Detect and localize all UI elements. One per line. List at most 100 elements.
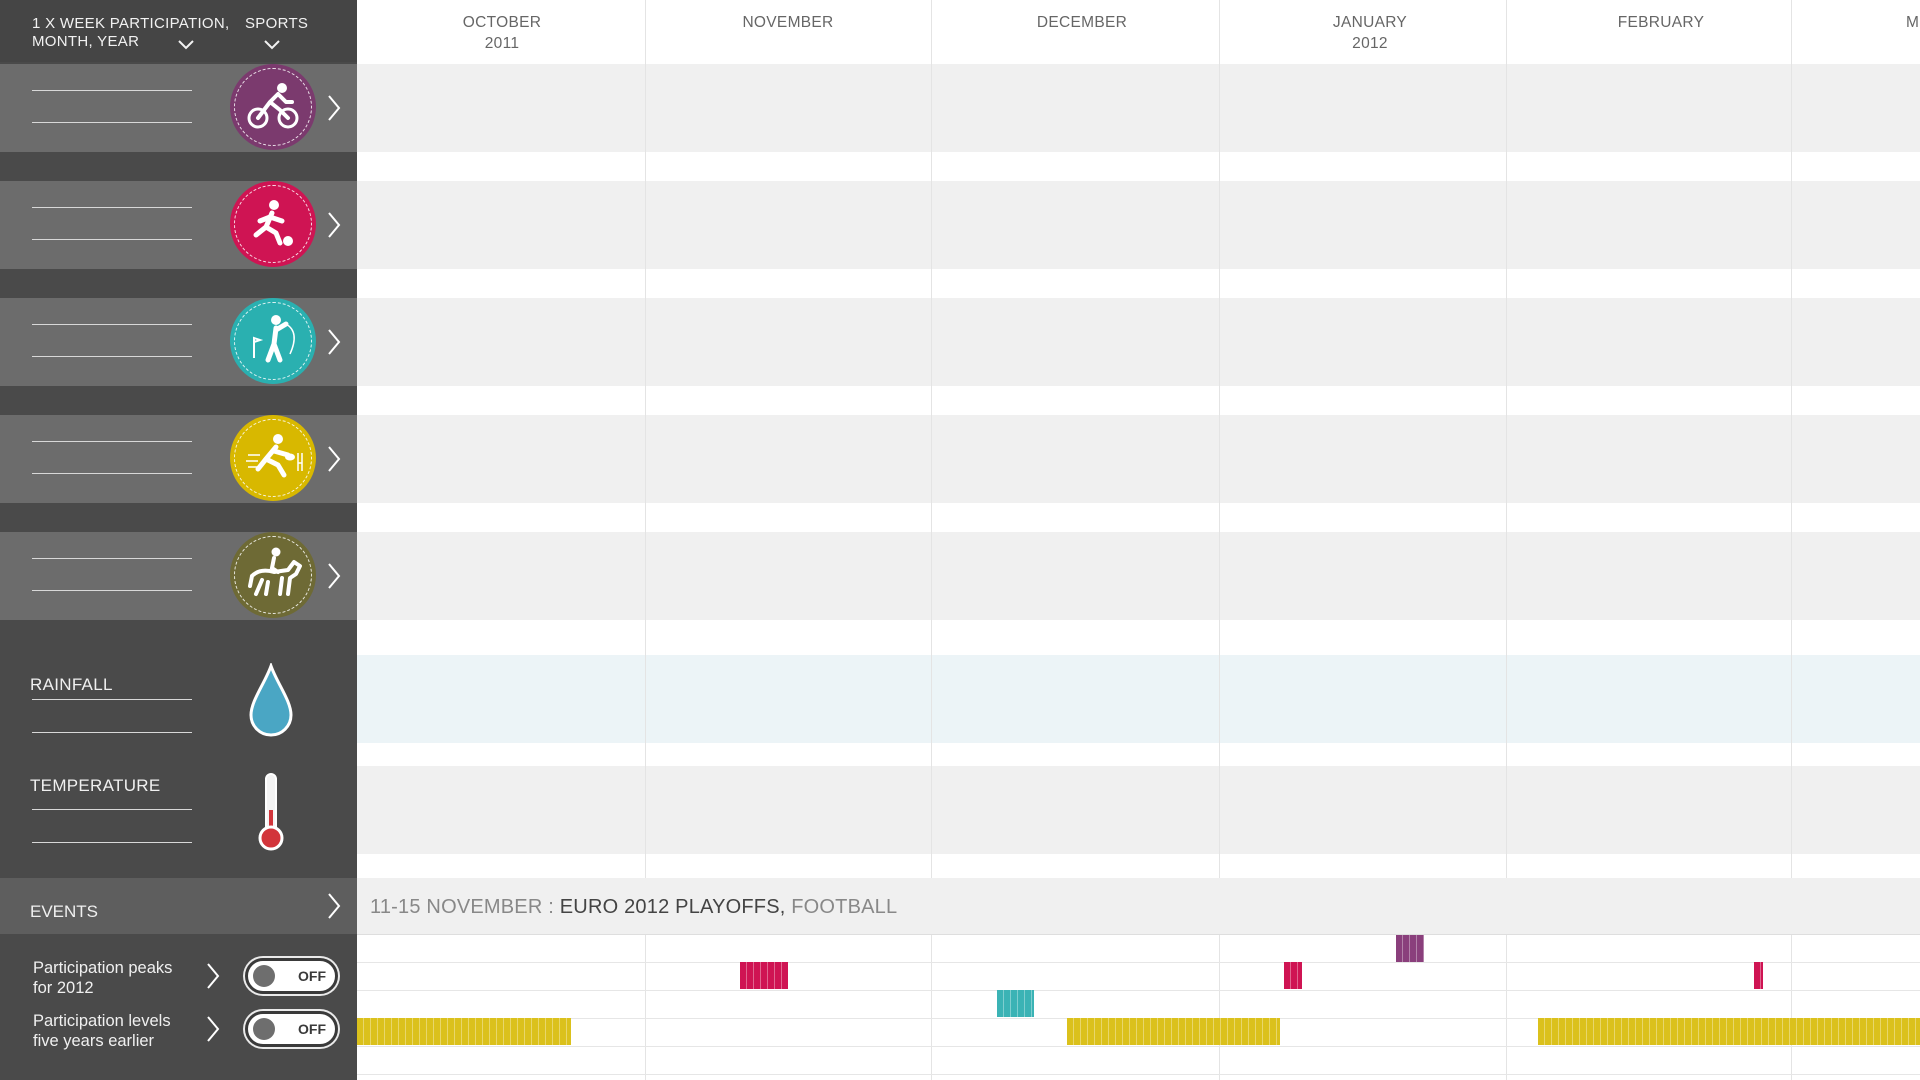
- event-marker-football[interactable]: [1754, 962, 1763, 989]
- value-line: [32, 122, 192, 123]
- rainfall-row: RAINFALL: [0, 655, 357, 743]
- month-header-february: FEBRUARY: [1561, 12, 1761, 33]
- sport-row-rugby[interactable]: [0, 415, 357, 503]
- month-header-march: M: [1906, 12, 1920, 33]
- month-name: NOVEMBER: [742, 14, 834, 31]
- toggle-peaks-line1: Participation peaks: [33, 959, 173, 977]
- timeline-band-football: [357, 181, 1920, 269]
- equestrian-icon[interactable]: [230, 532, 316, 618]
- month-header-december: DECEMBER: [982, 12, 1182, 33]
- value-line: [32, 207, 192, 208]
- timeline-band-golf: [357, 298, 1920, 386]
- timeline-band-temperature: [357, 766, 1920, 854]
- chevron-right-icon[interactable]: [327, 211, 341, 239]
- month-name: OCTOBER: [462, 14, 542, 31]
- event-marker-football[interactable]: [1284, 962, 1302, 989]
- value-line: [32, 732, 192, 733]
- value-line: [32, 842, 192, 843]
- golf-icon[interactable]: [230, 298, 316, 384]
- timeline: OCTOBER 2011 NOVEMBER DECEMBER JANUARY 2…: [357, 0, 1920, 1080]
- chevron-right-icon[interactable]: [206, 962, 220, 990]
- event-marker-football[interactable]: [740, 962, 788, 989]
- month-divider: [1791, 0, 1792, 1080]
- sport-row-golf[interactable]: [0, 298, 357, 386]
- event-marker-rugby[interactable]: [357, 1018, 571, 1045]
- month-divider: [1506, 0, 1507, 1080]
- sports-dropdown-label[interactable]: SPORTS: [245, 15, 309, 32]
- event-name: EURO 2012 PLAYOFFS,: [559, 896, 786, 918]
- month-name: DECEMBER: [1036, 14, 1128, 31]
- event-marker-rugby[interactable]: [1067, 1018, 1280, 1045]
- month-header-november: NOVEMBER: [688, 12, 888, 33]
- value-line: [32, 699, 192, 700]
- value-line: [32, 324, 192, 325]
- toggle-peaks-label: Participation peaks for 2012: [33, 958, 172, 998]
- toggle-state: OFF: [298, 968, 326, 984]
- track-line: [357, 990, 1920, 991]
- sport-row-cycling[interactable]: [0, 64, 357, 152]
- chevron-right-icon[interactable]: [327, 328, 341, 356]
- peaks-toggle[interactable]: OFF: [245, 958, 338, 994]
- sport-row-equestrian[interactable]: [0, 532, 357, 620]
- track-line: [357, 1046, 1920, 1047]
- participation-dropdown[interactable]: 1 X WEEK PARTICIPATION, MONTH, YEAR: [32, 15, 230, 51]
- timeline-band-equestrian: [357, 532, 1920, 620]
- timeline-band-rainfall: [357, 655, 1920, 743]
- value-line: [32, 356, 192, 357]
- chevron-right-icon[interactable]: [327, 445, 341, 473]
- month-name: JANUARY: [1332, 14, 1408, 31]
- chevron-down-icon[interactable]: [264, 40, 280, 50]
- event-marker-cycling[interactable]: [1396, 935, 1424, 962]
- event-info-bar[interactable]: 11-15 NOVEMBER : EURO 2012 PLAYOFFS, FOO…: [357, 878, 1920, 935]
- event-marker-golf[interactable]: [997, 990, 1034, 1017]
- track-line: [357, 962, 1920, 963]
- toggle-peaks-line2: for 2012: [33, 979, 94, 997]
- chevron-right-icon[interactable]: [206, 1015, 220, 1043]
- event-description: 11-15 NOVEMBER : EURO 2012 PLAYOFFS, FOO…: [370, 896, 897, 919]
- month-divider: [931, 0, 932, 1080]
- temperature-row: TEMPERATURE: [0, 766, 357, 854]
- chevron-right-icon[interactable]: [327, 562, 341, 590]
- levels-toggle[interactable]: OFF: [245, 1011, 338, 1047]
- sport-row-football[interactable]: [0, 181, 357, 269]
- value-line: [32, 441, 192, 442]
- month-name: M: [1906, 14, 1920, 31]
- chevron-right-icon[interactable]: [327, 94, 341, 122]
- month-header-january: JANUARY 2012: [1270, 12, 1470, 54]
- football-icon[interactable]: [230, 181, 316, 267]
- cycling-icon[interactable]: [230, 64, 316, 150]
- sidebar: 1 X WEEK PARTICIPATION, MONTH, YEAR SPOR…: [0, 0, 357, 1080]
- chevron-right-icon[interactable]: [327, 892, 341, 920]
- toggle-knob: [253, 965, 275, 987]
- toggle-knob: [253, 1018, 275, 1040]
- thermometer-icon: [258, 773, 284, 851]
- toggle-levels-line1: Participation levels: [33, 1012, 171, 1030]
- toggle-levels-line2: five years earlier: [33, 1032, 155, 1050]
- raindrop-icon: [249, 663, 293, 737]
- value-line: [32, 90, 192, 91]
- toggle-levels-label: Participation levels five years earlier: [33, 1011, 171, 1051]
- timeline-band-rugby: [357, 415, 1920, 503]
- toggle-state: OFF: [298, 1021, 326, 1037]
- month-name: FEBRUARY: [1617, 14, 1705, 31]
- month-divider: [1219, 0, 1220, 1080]
- chevron-down-icon[interactable]: [178, 40, 194, 50]
- value-line: [32, 809, 192, 810]
- value-line: [32, 473, 192, 474]
- temperature-label: TEMPERATURE: [30, 776, 161, 795]
- month-header-october: OCTOBER 2011: [402, 12, 602, 54]
- sidebar-header: 1 X WEEK PARTICIPATION, MONTH, YEAR SPOR…: [0, 0, 357, 62]
- event-marker-rugby[interactable]: [1538, 1018, 1920, 1045]
- month-year: 2012: [1352, 35, 1388, 52]
- value-line: [32, 590, 192, 591]
- participation-label-line1: 1 X WEEK PARTICIPATION,: [32, 15, 230, 32]
- rainfall-label: RAINFALL: [30, 675, 113, 694]
- events-row[interactable]: EVENTS: [0, 878, 357, 934]
- event-sport: FOOTBALL: [785, 896, 898, 918]
- rugby-icon[interactable]: [230, 415, 316, 501]
- participation-label-line2: MONTH, YEAR: [32, 33, 140, 50]
- timeline-band-cycling: [357, 64, 1920, 152]
- value-line: [32, 558, 192, 559]
- event-date: 11-15 NOVEMBER :: [370, 896, 560, 918]
- events-label: EVENTS: [30, 902, 99, 921]
